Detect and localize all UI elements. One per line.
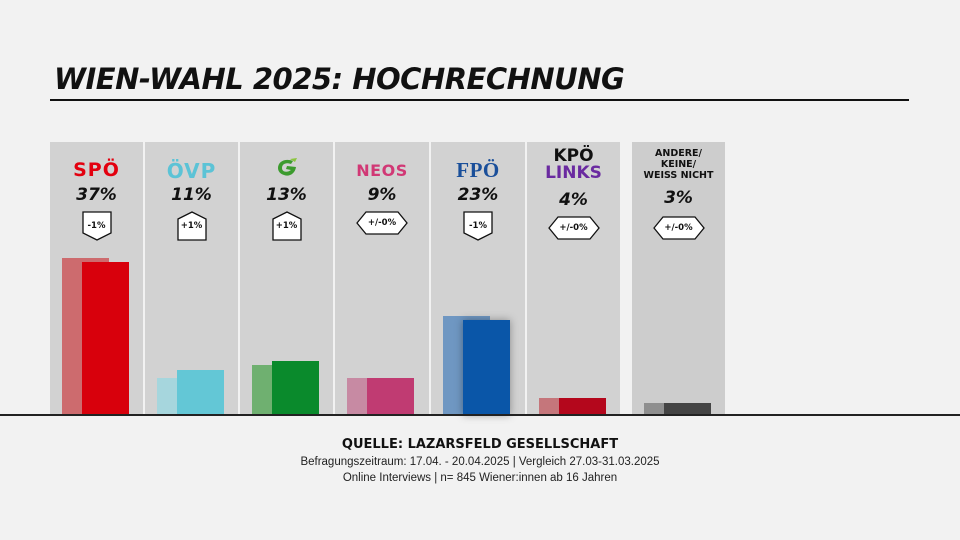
party-panel-kpo: KPÖ LINKS 4% +/-0% <box>527 142 620 415</box>
party-logo-kpo: KPÖ LINKS <box>527 148 620 182</box>
badge-shape-down <box>463 211 493 241</box>
change-badge-fpo: -1% <box>463 211 493 241</box>
source-period: Befragungszeitraum: 17.04. - 20.04.2025 … <box>300 456 660 468</box>
source-title: QUELLE: LAZARSFELD GESELLSCHAFT <box>341 437 619 452</box>
title-rule <box>50 99 909 101</box>
party-logo-line: KPÖ <box>553 146 594 166</box>
gruene-logo-icon <box>240 156 333 182</box>
party-percent-spo: 37% <box>76 185 117 205</box>
badge-shape-up <box>176 211 207 241</box>
party-panel-neos: NEOS 9% +/-0% <box>335 142 429 415</box>
party-logo-fpo: FPÖ <box>456 158 500 182</box>
party-panel-other: ANDERE/KEINE/WEISS NICHT 3% +/-0% <box>632 142 725 415</box>
party-logo-line: LINKS <box>545 163 602 183</box>
party-logo-spo: SPÖ <box>73 159 120 181</box>
badge-shape-same <box>652 216 705 240</box>
change-badge-other: +/-0% <box>652 216 705 240</box>
party-percent-gruene: 13% <box>266 185 307 205</box>
change-badge-gruene: +1% <box>271 211 302 241</box>
badge-shape-down <box>81 211 112 241</box>
bar-current-fpo <box>463 320 510 415</box>
chart-baseline <box>0 414 960 416</box>
change-badge-kpo: +/-0% <box>547 216 600 240</box>
change-badge-ovp: +1% <box>176 211 207 241</box>
party-logo-line: ANDERE/ <box>655 148 702 159</box>
party-percent-ovp: 11% <box>171 185 212 205</box>
bar-current-other <box>664 403 711 415</box>
party-percent-other: 3% <box>664 188 693 208</box>
change-label-ovp: +1% <box>180 221 203 231</box>
party-panel-gruene: 13% +1% <box>240 142 333 415</box>
bar-current-gruene <box>272 361 319 415</box>
party-panel-ovp: ÖVP 11% +1% <box>145 142 238 415</box>
party-logo-neos: NEOS <box>356 161 408 180</box>
source-sample: Online Interviews | n= 845 Wiener:innen … <box>342 472 618 484</box>
change-label-fpo: -1% <box>469 221 487 231</box>
party-percent-fpo: 23% <box>457 185 499 205</box>
change-label-neos: +/-0% <box>367 218 397 228</box>
bar-current-neos <box>367 378 414 415</box>
party-logo-ovp: ÖVP <box>166 159 217 183</box>
party-percent-neos: 9% <box>367 185 397 205</box>
chart-title: WIEN-WAHL 2025: HOCHRECHNUNG <box>54 62 625 96</box>
party-logo-line: KEINE/ <box>660 159 697 170</box>
change-label-kpo: +/-0% <box>559 223 588 233</box>
change-label-gruene: +1% <box>275 221 298 231</box>
party-logo-other: ANDERE/KEINE/WEISS NICHT <box>632 148 725 181</box>
badge-shape-same <box>356 211 408 235</box>
change-badge-spo: -1% <box>81 211 112 241</box>
change-label-spo: -1% <box>87 221 106 231</box>
bar-current-spo <box>82 262 129 415</box>
party-percent-kpo: 4% <box>559 190 588 210</box>
party-panel-spo: SPÖ 37% -1% <box>50 142 143 415</box>
bar-current-kpo <box>559 398 606 415</box>
change-badge-neos: +/-0% <box>356 211 408 235</box>
bar-current-ovp <box>177 370 224 415</box>
party-logo-line: WEISS NICHT <box>643 170 714 181</box>
badge-shape-up <box>271 211 302 241</box>
party-panel-fpo: FPÖ 23% -1% <box>431 142 525 415</box>
change-label-other: +/-0% <box>664 223 693 233</box>
badge-shape-same <box>547 216 600 240</box>
